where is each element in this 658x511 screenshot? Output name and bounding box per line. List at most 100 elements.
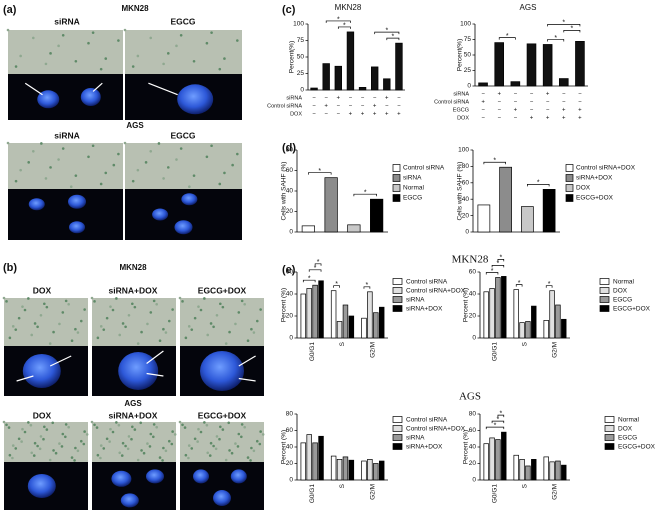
bar [346, 31, 355, 91]
cell-stain [7, 426, 11, 429]
significance-bracket [483, 161, 506, 165]
x-tick-label: S [522, 341, 529, 346]
y-axis-label: Percent (%) [463, 288, 470, 322]
nucleus [181, 193, 198, 206]
significance-bracket [547, 39, 565, 42]
significance-bracket [497, 259, 505, 262]
cell-stain [49, 166, 52, 169]
nucleus [28, 198, 45, 211]
significance-bracket [515, 284, 523, 287]
legend-label: DOX [618, 426, 633, 433]
significance-label: * [337, 16, 340, 23]
legend-label: EGCG [403, 195, 422, 202]
condition-sign: − [497, 116, 501, 122]
cell-stain [188, 185, 191, 188]
cell-stain [215, 313, 219, 317]
cell-stain [218, 182, 222, 186]
condition-sign: − [578, 100, 582, 106]
cell-stain [14, 179, 18, 183]
cell-stain [14, 447, 18, 450]
y-tick-label: 20 [286, 208, 294, 215]
cell-stain [54, 451, 58, 455]
cell-stain [164, 331, 168, 334]
bar [543, 320, 549, 339]
condition-sign: − [481, 108, 485, 114]
cell-stain [227, 421, 231, 425]
condition-sign: − [312, 104, 316, 110]
cell-stain [2, 420, 6, 424]
significance-bracket [374, 31, 400, 35]
bar [543, 456, 549, 481]
cell-stain [74, 327, 77, 331]
cell-stain [6, 28, 10, 32]
cell-stain [76, 449, 80, 453]
cell-stain [6, 141, 10, 145]
legend-label: siRNA [403, 175, 422, 182]
cell-stain [95, 426, 99, 429]
y-tick-label: 0 [289, 335, 293, 342]
legend-swatch [392, 416, 403, 423]
significance-bracket [527, 184, 550, 187]
bar [336, 459, 343, 481]
cell-stain [36, 325, 39, 329]
significance-label: * [335, 281, 338, 288]
cell-stain [61, 147, 65, 150]
bar [361, 460, 367, 481]
image-label: EGCG [170, 130, 195, 140]
legend-label: siRNA+DOX [406, 306, 443, 313]
cell-stain [8, 336, 12, 340]
condition-sign: − [514, 116, 518, 122]
cell-stain [230, 451, 234, 455]
cell-stain [99, 182, 103, 186]
cell-stain [255, 319, 259, 323]
cell-stain [118, 451, 122, 455]
legend-label: EGCG+DOX [613, 306, 651, 313]
panel-label: (d) [282, 142, 296, 154]
cell-stain [99, 325, 103, 328]
legend-swatch [604, 434, 615, 441]
y-tick-label: 25 [297, 70, 305, 77]
condition-sign: + [546, 92, 550, 98]
legend-swatch [599, 287, 610, 294]
condition-sign: − [562, 92, 566, 98]
cell-stain [58, 322, 61, 326]
cell-stain [171, 308, 174, 311]
cell-stain [121, 441, 125, 445]
cell-stain [44, 62, 48, 66]
significance-bracket [386, 37, 400, 41]
cell-stain [39, 313, 43, 317]
cell-stain [149, 36, 153, 40]
bar [367, 291, 373, 339]
cell-stain [2, 296, 6, 300]
cell-stain [67, 425, 70, 429]
cell-stain [139, 421, 143, 425]
cell-stain [187, 444, 191, 447]
cell-stain [91, 31, 95, 34]
y-tick-label: 40 [286, 291, 294, 298]
bar [373, 312, 379, 339]
significance-bracket [314, 263, 322, 266]
cell-stain [61, 33, 65, 37]
y-tick-label: 50 [464, 52, 472, 59]
cell-stain [192, 174, 196, 177]
cell-stain [90, 296, 94, 300]
significance-bracket [325, 20, 351, 23]
cell-stain [155, 425, 158, 429]
y-tick-label: 25 [464, 67, 472, 74]
bar [334, 65, 342, 91]
micrograph-bright [92, 422, 176, 462]
cell-stain [179, 33, 183, 37]
image-label: siRNA [54, 130, 80, 140]
bar [348, 459, 355, 481]
micrograph-bright [8, 143, 123, 189]
cell-stain [117, 152, 120, 156]
cell-stain [27, 421, 30, 424]
x-tick-label: G0/G1 [309, 484, 316, 504]
nucleus [213, 490, 231, 506]
significance-label: * [494, 422, 497, 429]
condition-sign: + [497, 92, 501, 98]
nucleus [69, 221, 85, 234]
legend-label: siRNA+DOX [406, 444, 443, 451]
cell-stain [27, 161, 31, 164]
